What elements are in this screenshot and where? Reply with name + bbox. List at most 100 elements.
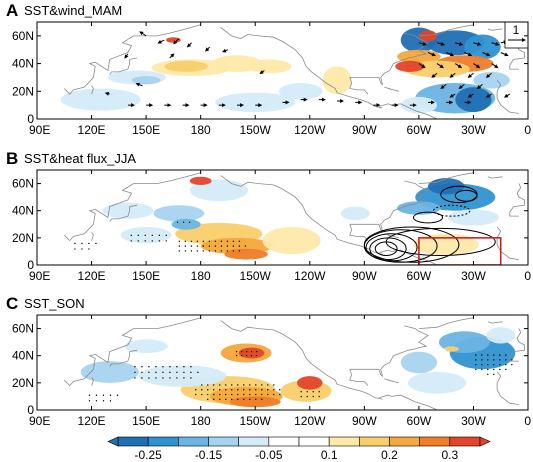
- significance-dot: [318, 395, 320, 398]
- index-region-box: [418, 237, 502, 265]
- significance-dot: [231, 389, 233, 391]
- significance-dot: [141, 366, 143, 368]
- significance-dot: [237, 398, 239, 401]
- y-tick-label: 20N: [12, 84, 34, 98]
- significance-dot: [208, 250, 211, 252]
- coastline: [418, 172, 474, 184]
- significance-dot: [475, 354, 477, 356]
- significance-dot: [155, 377, 157, 379]
- significance-dot: [487, 363, 489, 366]
- significance-dot: [475, 368, 477, 371]
- coastline: [349, 77, 369, 95]
- significance-dot: [195, 393, 197, 396]
- wind-vector: [503, 93, 511, 98]
- significance-dot: [184, 240, 187, 242]
- sst-anomaly-patch: [171, 218, 201, 230]
- significance-dot: [134, 377, 136, 379]
- significance-dot: [141, 371, 143, 374]
- significance-dot: [493, 359, 495, 361]
- significance-dot: [95, 400, 98, 402]
- significance-dot: [240, 354, 243, 357]
- coastline: [91, 85, 94, 95]
- significance-dot: [487, 373, 489, 375]
- significance-dot: [249, 393, 251, 396]
- significance-dot: [207, 398, 209, 401]
- sst-anomaly-patch: [60, 88, 141, 111]
- y-tick-label: 60N: [12, 29, 34, 43]
- significance-dot: [158, 240, 160, 242]
- coastline: [378, 103, 438, 119]
- significance-dot: [255, 398, 257, 401]
- significance-dot: [196, 245, 199, 247]
- significance-dot: [162, 371, 164, 374]
- significance-dot: [144, 234, 146, 237]
- significance-dot: [213, 393, 215, 396]
- x-tick-label: 150E: [132, 123, 160, 137]
- colorbar-swatch: [328, 436, 360, 447]
- significance-dot: [178, 240, 181, 242]
- significance-dot: [214, 250, 217, 252]
- wind-vector: [473, 42, 482, 46]
- coastline: [487, 28, 503, 31]
- significance-dot: [155, 366, 157, 368]
- significance-dot: [219, 398, 221, 401]
- panel-b: B SST&heat flux_JJA 0 20N 40N 60N 90E 120E 150E 1…: [6, 149, 531, 283]
- coastline: [91, 232, 94, 241]
- significance-dot: [219, 393, 221, 396]
- wind-vector: [491, 42, 500, 46]
- significance-dot: [201, 384, 203, 386]
- significance-dot: [499, 368, 501, 371]
- colorbar-label: -0.25: [134, 448, 162, 462]
- sst-anomaly-patch: [395, 60, 425, 72]
- significance-dot: [182, 221, 185, 223]
- x-tick-label: 120W: [294, 414, 326, 428]
- panel-title: SST&wind_MAM: [24, 3, 122, 18]
- x-tick-label: 0: [524, 123, 531, 137]
- significance-dot: [158, 234, 160, 237]
- wind-vector: [449, 93, 456, 98]
- x-tick-label: 90E: [29, 414, 50, 428]
- significance-dot: [300, 395, 302, 398]
- wind-vector: [500, 52, 509, 57]
- x-tick-label: 60W: [407, 269, 432, 283]
- significance-dot: [81, 242, 83, 245]
- significance-dot: [505, 363, 507, 366]
- colorbar: -0.25 -0.15 -0.05 0.1 0.2 0.3: [107, 436, 491, 462]
- significance-dot: [261, 389, 263, 391]
- sst-anomaly-patch: [120, 227, 172, 244]
- significance-dot: [245, 354, 248, 357]
- x-tick-label: 120W: [294, 269, 326, 283]
- x-tick-label: 120E: [78, 269, 106, 283]
- significance-dot: [238, 245, 241, 247]
- x-tick-label: 90W: [352, 414, 377, 428]
- coastline: [487, 321, 503, 324]
- significance-dot: [235, 354, 238, 357]
- coastline: [220, 320, 383, 400]
- significance-dot: [219, 389, 221, 391]
- y-tick-label: 0: [27, 258, 34, 272]
- panel-c: C SST_SON 0 20N 40N 60N 90E 120E 150E 180 150W 120W…: [6, 294, 531, 428]
- significance-dot: [162, 366, 164, 368]
- x-tick-label: 120E: [78, 414, 106, 428]
- significance-dot: [243, 393, 245, 396]
- sst-anomaly-patch: [80, 361, 139, 383]
- significance-dot: [74, 242, 76, 245]
- significance-dot: [202, 250, 205, 252]
- colorbar-label: 0.1: [321, 448, 338, 462]
- significance-dot: [225, 389, 227, 391]
- significance-dot: [95, 242, 97, 245]
- significance-dot: [134, 366, 136, 368]
- significance-dot: [165, 240, 167, 242]
- significance-dot: [499, 354, 501, 356]
- sst-anomaly-patch: [229, 396, 281, 408]
- significance-dot: [207, 393, 209, 396]
- significance-dot: [511, 359, 513, 361]
- sst-anomaly-patch: [322, 66, 352, 95]
- x-tick-label: 60W: [407, 123, 432, 137]
- significance-dot: [88, 248, 90, 250]
- significance-dot: [481, 354, 483, 356]
- significance-dot: [169, 377, 171, 379]
- significance-dot: [279, 393, 281, 396]
- significance-dot: [255, 393, 257, 396]
- significance-dot: [220, 240, 223, 242]
